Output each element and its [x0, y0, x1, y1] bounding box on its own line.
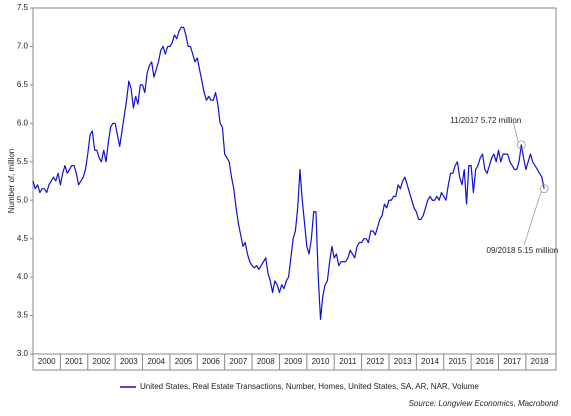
x-tick-label: 2003	[120, 357, 138, 366]
y-tick-label: 3.0	[17, 349, 29, 358]
x-tick-label: 2006	[202, 357, 220, 366]
y-tick-label: 6.5	[17, 80, 29, 89]
annotation-marker	[516, 140, 526, 150]
x-tick-label: 2018	[531, 357, 549, 366]
annotation-marker	[539, 184, 549, 194]
y-tick-label: 7.0	[17, 42, 29, 51]
y-tick-label: 7.5	[17, 3, 29, 12]
annotation-leader	[512, 122, 519, 142]
x-tick-label: 2008	[257, 357, 275, 366]
x-tick-label: 2004	[147, 357, 165, 366]
source: Source: Longview Economics, Macrobond	[409, 399, 559, 408]
x-tick-label: 2009	[284, 357, 302, 366]
y-tick-label: 5.0	[17, 195, 29, 204]
y-axis-label: Number of, million	[7, 149, 16, 213]
annotation: 09/2018 5.15 million	[487, 246, 559, 255]
legend-label: United States, Real Estate Transactions,…	[140, 382, 479, 391]
x-tick-label: 2016	[476, 357, 494, 366]
y-tick-label: 5.5	[17, 157, 29, 166]
data-line	[32, 26, 545, 320]
annotation-leader	[523, 191, 542, 245]
y-tick-label: 3.5	[17, 311, 29, 320]
x-tick-label: 2013	[394, 357, 412, 366]
x-tick-label: 2002	[93, 357, 111, 366]
annotation: 11/2017 5.72 million	[450, 116, 521, 125]
x-tick-label: 2011	[339, 357, 357, 366]
y-tick-label: 6.0	[17, 118, 29, 127]
y-tick-label: 4.5	[17, 234, 29, 243]
x-tick-label: 2001	[65, 357, 83, 366]
x-tick-label: 2005	[175, 357, 193, 366]
x-tick-label: 2012	[366, 357, 384, 366]
y-tick-label: 4.0	[17, 272, 29, 281]
x-tick-label: 2017	[503, 357, 521, 366]
x-tick-label: 2000	[38, 357, 56, 366]
x-tick-label: 2010	[312, 357, 330, 366]
x-tick-label: 2015	[449, 357, 467, 366]
plot-frame	[32, 7, 557, 355]
x-tick-label: 2014	[421, 357, 439, 366]
x-tick-label: 2007	[229, 357, 247, 366]
